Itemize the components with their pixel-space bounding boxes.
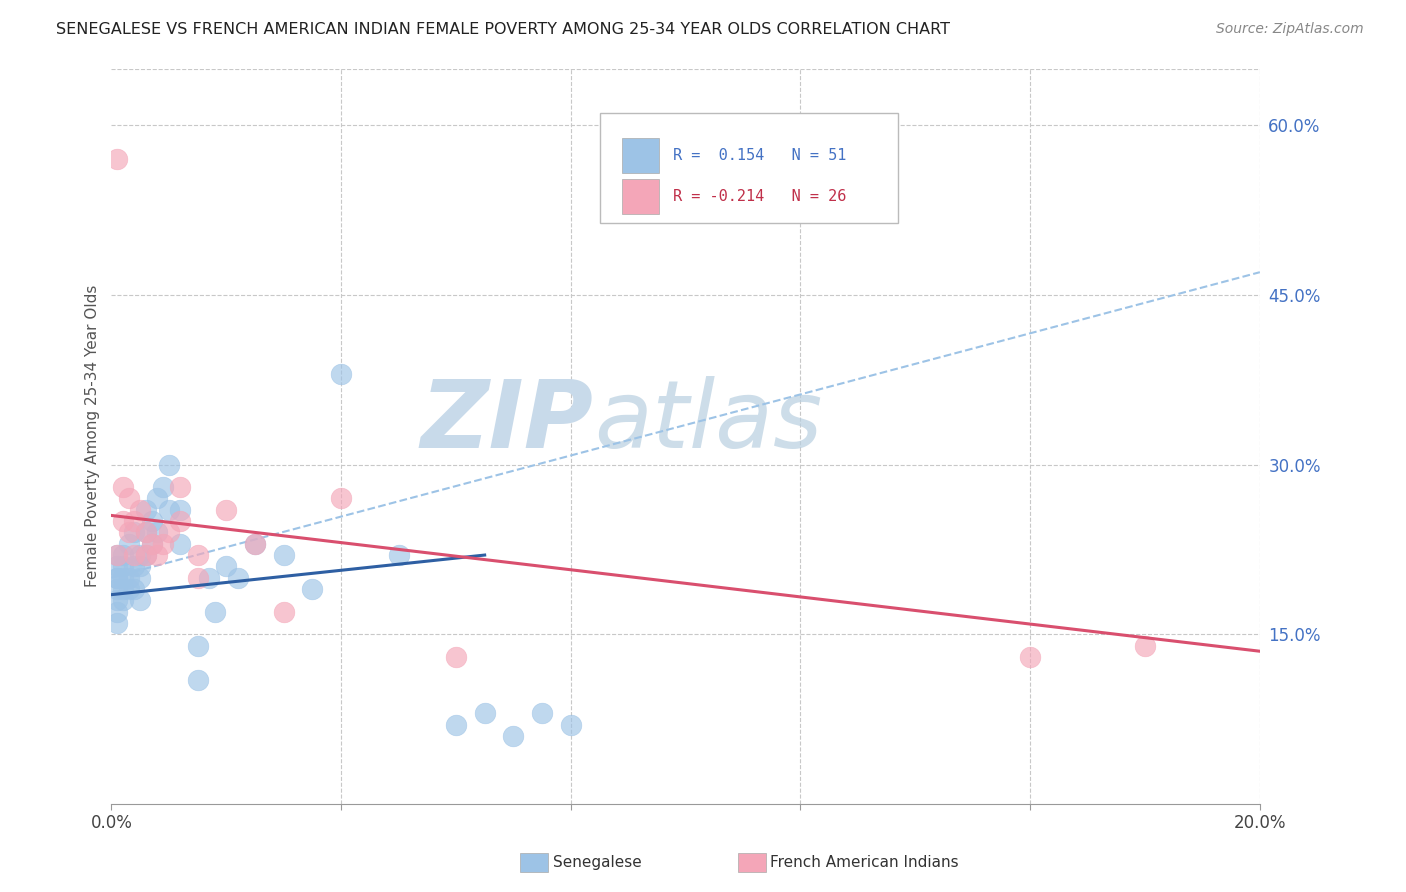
Point	[124, 525, 146, 540]
Text: R =  0.154   N = 51: R = 0.154 N = 51	[673, 148, 846, 163]
Point	[117, 582, 139, 596]
Point	[105, 571, 128, 585]
Text: ZIP: ZIP	[420, 376, 593, 467]
Point	[215, 559, 238, 574]
Point	[204, 605, 226, 619]
Point	[111, 582, 134, 596]
Point	[105, 605, 128, 619]
Point	[169, 480, 191, 494]
FancyBboxPatch shape	[599, 112, 898, 223]
Point	[124, 559, 146, 574]
Point	[226, 571, 249, 585]
Point	[169, 503, 191, 517]
Point	[117, 525, 139, 540]
Point	[152, 537, 174, 551]
Point	[157, 458, 180, 472]
Point	[105, 571, 128, 585]
Point	[502, 729, 524, 743]
Point	[124, 582, 146, 596]
Point	[444, 718, 467, 732]
Point	[187, 571, 209, 585]
Point	[135, 548, 157, 562]
Point	[187, 639, 209, 653]
Point	[1133, 639, 1156, 653]
Point	[124, 548, 146, 562]
Point	[135, 525, 157, 540]
Point	[141, 537, 163, 551]
Point	[273, 548, 295, 562]
FancyBboxPatch shape	[623, 137, 659, 173]
Y-axis label: Female Poverty Among 25-34 Year Olds: Female Poverty Among 25-34 Year Olds	[86, 285, 100, 588]
Text: SENEGALESE VS FRENCH AMERICAN INDIAN FEMALE POVERTY AMONG 25-34 YEAR OLDS CORREL: SENEGALESE VS FRENCH AMERICAN INDIAN FEM…	[56, 22, 950, 37]
Text: Source: ZipAtlas.com: Source: ZipAtlas.com	[1216, 22, 1364, 37]
Point	[157, 503, 180, 517]
Point	[124, 514, 146, 528]
Text: French American Indians: French American Indians	[770, 855, 959, 870]
Point	[187, 673, 209, 687]
Point	[135, 525, 157, 540]
Point	[146, 491, 169, 506]
Point	[169, 514, 191, 528]
Point	[105, 548, 128, 562]
Point	[105, 559, 128, 574]
Text: Senegalese: Senegalese	[553, 855, 641, 870]
Point	[111, 514, 134, 528]
Point	[387, 548, 409, 562]
Point	[187, 548, 209, 562]
Point	[111, 559, 134, 574]
Point	[105, 593, 128, 607]
Text: atlas: atlas	[593, 376, 823, 467]
Point	[146, 525, 169, 540]
Point	[444, 649, 467, 664]
Point	[117, 571, 139, 585]
Point	[1019, 649, 1042, 664]
Point	[301, 582, 323, 596]
Point	[117, 537, 139, 551]
FancyBboxPatch shape	[623, 178, 659, 214]
Point	[111, 480, 134, 494]
Point	[330, 367, 353, 381]
Point	[531, 706, 554, 721]
Point	[129, 593, 152, 607]
Point	[273, 605, 295, 619]
Point	[243, 537, 266, 551]
Point	[105, 548, 128, 562]
Point	[129, 559, 152, 574]
Text: R = -0.214   N = 26: R = -0.214 N = 26	[673, 189, 846, 204]
Point	[157, 525, 180, 540]
Point	[141, 537, 163, 551]
Point	[330, 491, 353, 506]
Point	[129, 571, 152, 585]
Point	[135, 503, 157, 517]
Point	[129, 503, 152, 517]
Point	[105, 615, 128, 630]
Point	[105, 582, 128, 596]
Point	[111, 593, 134, 607]
Point	[215, 503, 238, 517]
Point	[135, 548, 157, 562]
Point	[117, 491, 139, 506]
Point	[198, 571, 221, 585]
Point	[141, 514, 163, 528]
Point	[111, 548, 134, 562]
Point	[129, 548, 152, 562]
Point	[474, 706, 496, 721]
Point	[111, 571, 134, 585]
Point	[243, 537, 266, 551]
Point	[169, 537, 191, 551]
Point	[146, 548, 169, 562]
Point	[560, 718, 582, 732]
Point	[152, 480, 174, 494]
Point	[105, 152, 128, 166]
